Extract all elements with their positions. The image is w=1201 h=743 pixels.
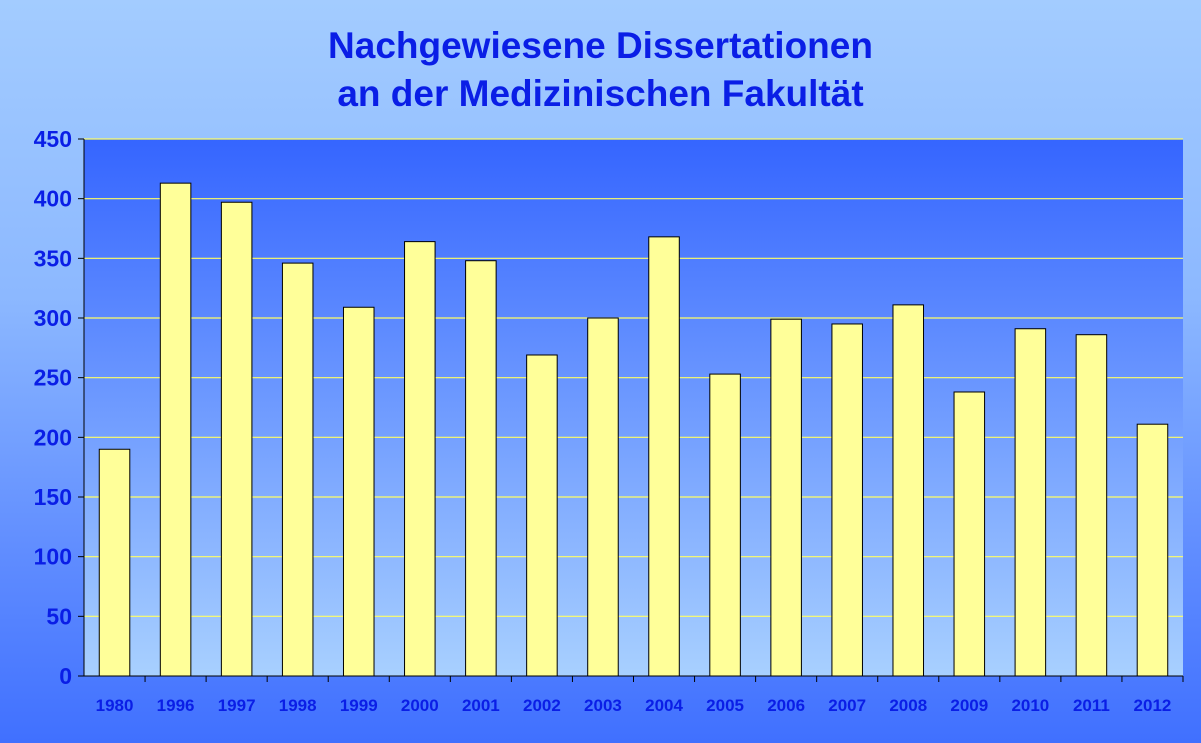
x-tick-label-2007: 2007	[828, 696, 866, 715]
bar-2001	[465, 260, 497, 677]
y-tick-label: 450	[34, 126, 72, 152]
bar-2009	[953, 391, 986, 677]
x-tick-label-2006: 2006	[767, 696, 805, 715]
bar-2007	[831, 323, 863, 677]
x-tick-label-1999: 1999	[340, 696, 378, 715]
plot-area	[84, 139, 1183, 676]
bar-2008	[892, 304, 925, 677]
x-tick-label-1980: 1980	[96, 696, 134, 715]
x-tick-label-2010: 2010	[1011, 696, 1049, 715]
x-tick-label-1997: 1997	[218, 696, 256, 715]
bar-2006	[770, 318, 802, 677]
y-tick-label: 100	[34, 544, 72, 570]
x-tick-label-1998: 1998	[279, 696, 317, 715]
chart-title-line-2: an der Medizinischen Fakultät	[337, 73, 864, 114]
y-tick-label: 200	[34, 424, 72, 450]
y-tick-label: 150	[34, 484, 72, 510]
x-tick-label-2004: 2004	[645, 696, 683, 715]
x-tick-label-2012: 2012	[1134, 696, 1172, 715]
bar-1996	[159, 182, 192, 677]
y-tick-label: 250	[34, 365, 72, 391]
x-tick-label-2000: 2000	[401, 696, 439, 715]
x-tick-label-2011: 2011	[1073, 696, 1110, 715]
x-tick-label-2001: 2001	[462, 696, 500, 715]
chart-title-line-1: Nachgewiesene Dissertationen	[328, 25, 873, 66]
y-tick-label: 350	[34, 245, 72, 271]
bar-1999	[342, 306, 375, 677]
x-tick-label-2003: 2003	[584, 696, 622, 715]
bar-2010	[1014, 328, 1047, 677]
bar-2000	[404, 241, 436, 677]
bar-2012	[1136, 423, 1169, 677]
x-tick-label-1996: 1996	[157, 696, 195, 715]
bar-2011	[1075, 334, 1108, 677]
bar-2005	[709, 373, 741, 677]
bar-1997	[220, 201, 253, 677]
chart-title: Nachgewiesene Dissertationen an der Medi…	[0, 22, 1201, 118]
x-tick-label-2009: 2009	[950, 696, 988, 715]
bar-2002	[526, 354, 558, 677]
y-tick-label: 300	[34, 305, 72, 331]
bar-1998	[281, 262, 314, 677]
bar-1980	[98, 448, 131, 677]
y-tick-label: 50	[46, 603, 72, 629]
y-tick-label: 0	[59, 663, 72, 689]
x-tick-label-2005: 2005	[706, 696, 744, 715]
bar-2004	[648, 236, 680, 677]
x-tick-label-2008: 2008	[889, 696, 927, 715]
bar-2003	[587, 317, 619, 677]
y-tick-label: 400	[34, 186, 72, 212]
x-tick-label-2002: 2002	[523, 696, 561, 715]
